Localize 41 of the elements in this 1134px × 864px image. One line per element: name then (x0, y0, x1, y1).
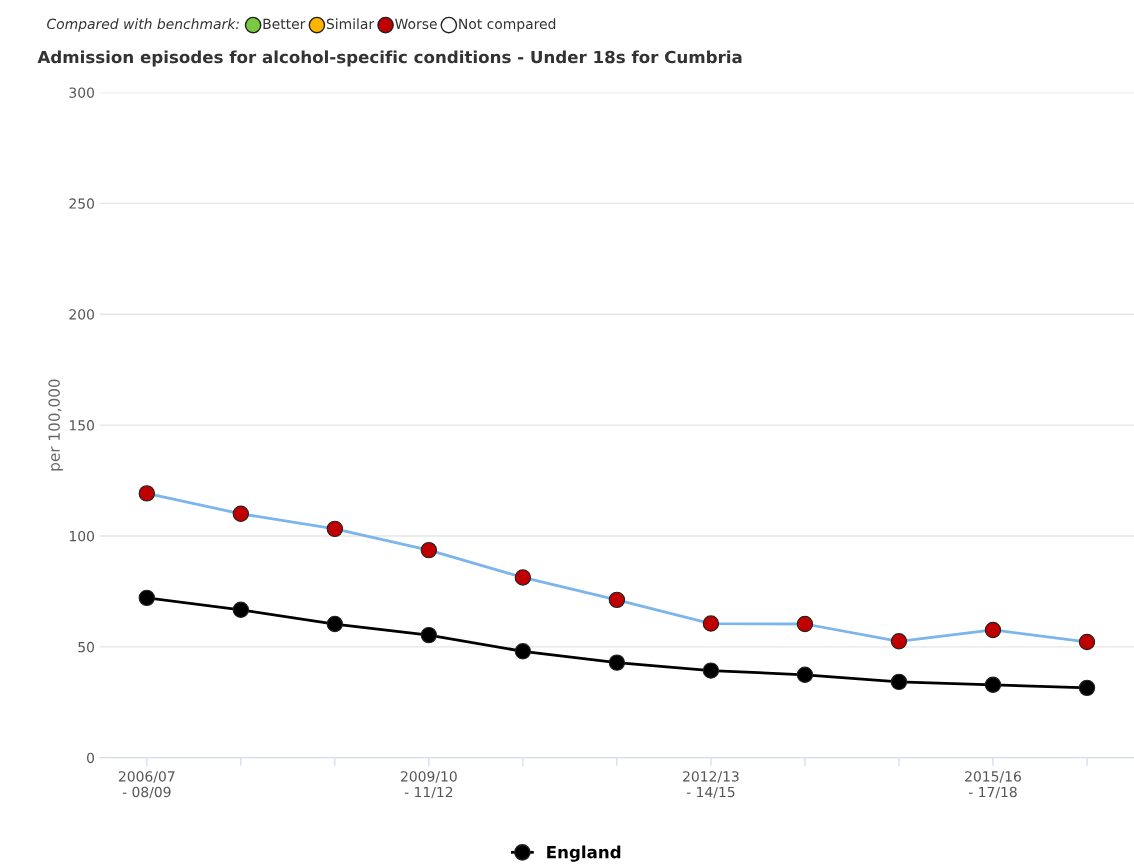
y-tick-label: 100 (69, 530, 95, 542)
y-tick-label: 250 (69, 198, 95, 209)
point (796, 666, 814, 683)
point (702, 615, 720, 632)
y-tick-label: 200 (69, 309, 95, 320)
x-tick-label: 2006/07 - 08/09 (118, 771, 175, 799)
legend-label: England (547, 845, 621, 862)
x-tick-label: 2015/16 - 17/18 (965, 771, 1021, 799)
point (420, 541, 438, 559)
point (232, 601, 250, 619)
point (608, 591, 626, 609)
point (608, 654, 626, 671)
point (138, 485, 155, 502)
text: Compared with benchmark: (47, 18, 239, 32)
point (796, 615, 814, 633)
point (138, 589, 155, 607)
point (890, 633, 908, 650)
chart-title: Admission episodes for alcohol-specific conditions - Under 18s for Cumbria (37, 50, 742, 67)
text: Worse (395, 18, 437, 30)
y-tick-label: 50 (78, 641, 95, 653)
point (984, 621, 1002, 639)
point (1078, 633, 1096, 651)
text: Not compared (459, 18, 556, 32)
point (1078, 679, 1096, 697)
point (514, 569, 532, 586)
point (890, 673, 908, 691)
text: Better (263, 18, 306, 30)
point (702, 662, 720, 679)
point (420, 626, 438, 644)
x-tick-label: 2012/13 - 14/15 (683, 771, 739, 799)
point (984, 676, 1002, 693)
point (514, 643, 532, 660)
y-axis-title: per 100,000 (48, 379, 63, 471)
x-tick-label: 2009/10 - 11/12 (401, 771, 457, 799)
y-tick-label: 150 (69, 420, 95, 431)
text: Similar (326, 18, 375, 30)
y-tick-label: 300 (69, 87, 95, 98)
y-tick-label: 0 (87, 752, 95, 764)
point (326, 615, 344, 633)
point (232, 505, 250, 522)
point (326, 520, 344, 538)
